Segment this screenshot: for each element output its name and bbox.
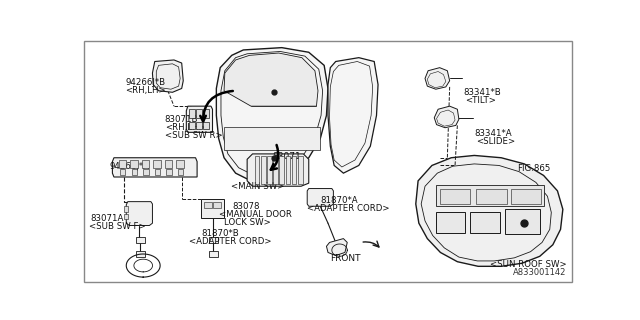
Bar <box>189 109 195 118</box>
Polygon shape <box>216 48 328 181</box>
Text: <SUN ROOF SW>: <SUN ROOF SW> <box>490 260 566 269</box>
Bar <box>436 185 543 206</box>
Bar <box>155 169 160 175</box>
Bar <box>132 169 137 175</box>
Bar <box>209 251 218 257</box>
Bar <box>255 156 259 184</box>
Bar <box>505 209 540 234</box>
Bar <box>196 122 202 129</box>
Bar <box>261 156 266 184</box>
Text: 81870*A: 81870*A <box>320 196 358 205</box>
Bar <box>141 160 149 168</box>
Bar <box>298 156 303 184</box>
Bar <box>476 188 507 204</box>
Polygon shape <box>152 60 183 92</box>
Bar <box>285 156 291 184</box>
Text: <SUB SW F>: <SUB SW F> <box>90 222 146 231</box>
Bar <box>120 169 125 175</box>
Polygon shape <box>224 127 320 150</box>
Polygon shape <box>435 106 459 128</box>
Text: <TILT>: <TILT> <box>465 96 496 105</box>
Bar <box>196 109 202 118</box>
Bar <box>124 206 128 212</box>
Text: <SUB SW R>: <SUB SW R> <box>164 131 222 140</box>
Polygon shape <box>307 188 333 206</box>
Polygon shape <box>247 154 308 186</box>
Bar <box>436 212 465 233</box>
Text: 83071: 83071 <box>273 152 301 161</box>
Text: <ADAPTER CORD>: <ADAPTER CORD> <box>189 237 272 246</box>
Bar <box>164 160 172 168</box>
Text: 94266J*A: 94266J*A <box>109 162 149 171</box>
Text: FRONT: FRONT <box>330 254 361 263</box>
Text: A833001142: A833001142 <box>513 268 566 277</box>
Polygon shape <box>416 156 563 266</box>
Bar <box>189 122 195 129</box>
Bar <box>213 202 221 208</box>
Bar <box>143 169 148 175</box>
Text: <ADAPTER CORD>: <ADAPTER CORD> <box>307 204 390 213</box>
Bar <box>209 237 218 243</box>
Bar <box>280 156 284 184</box>
Bar <box>204 202 212 208</box>
Text: FIG.865: FIG.865 <box>517 164 551 173</box>
Bar <box>440 188 470 204</box>
Bar <box>166 169 172 175</box>
Bar <box>124 214 128 219</box>
Bar <box>292 156 296 184</box>
Polygon shape <box>113 158 197 177</box>
Polygon shape <box>186 106 212 132</box>
Bar <box>470 212 500 233</box>
Text: 81870*B: 81870*B <box>202 229 239 238</box>
Bar <box>153 160 161 168</box>
Bar <box>136 237 145 243</box>
Text: 83071B: 83071B <box>164 116 198 124</box>
Bar <box>204 109 209 118</box>
Text: <MANUAL DOOR: <MANUAL DOOR <box>219 210 292 219</box>
Bar <box>267 156 272 184</box>
Text: <RH,LH>: <RH,LH> <box>125 86 166 95</box>
Text: 83071A: 83071A <box>91 214 124 223</box>
Bar <box>273 156 278 184</box>
Bar <box>130 160 138 168</box>
Bar <box>176 160 184 168</box>
Text: <RH,LH>: <RH,LH> <box>164 123 205 132</box>
Bar <box>178 169 183 175</box>
Text: 83341*B: 83341*B <box>463 88 501 98</box>
Polygon shape <box>224 53 318 106</box>
Polygon shape <box>425 68 450 89</box>
Text: 83078: 83078 <box>232 203 260 212</box>
Text: LOCK SW>: LOCK SW> <box>224 218 271 227</box>
Bar <box>201 198 224 218</box>
Bar <box>511 188 541 204</box>
Bar <box>136 251 145 257</box>
Text: 94266J*B: 94266J*B <box>125 78 166 87</box>
Bar <box>118 160 126 168</box>
Text: <SLIDE>: <SLIDE> <box>476 137 515 146</box>
Text: <MAIN SW>: <MAIN SW> <box>231 182 284 191</box>
Text: 83341*A: 83341*A <box>474 129 512 138</box>
Polygon shape <box>328 58 378 173</box>
Polygon shape <box>326 239 348 256</box>
Bar <box>204 122 209 129</box>
Polygon shape <box>126 202 152 226</box>
